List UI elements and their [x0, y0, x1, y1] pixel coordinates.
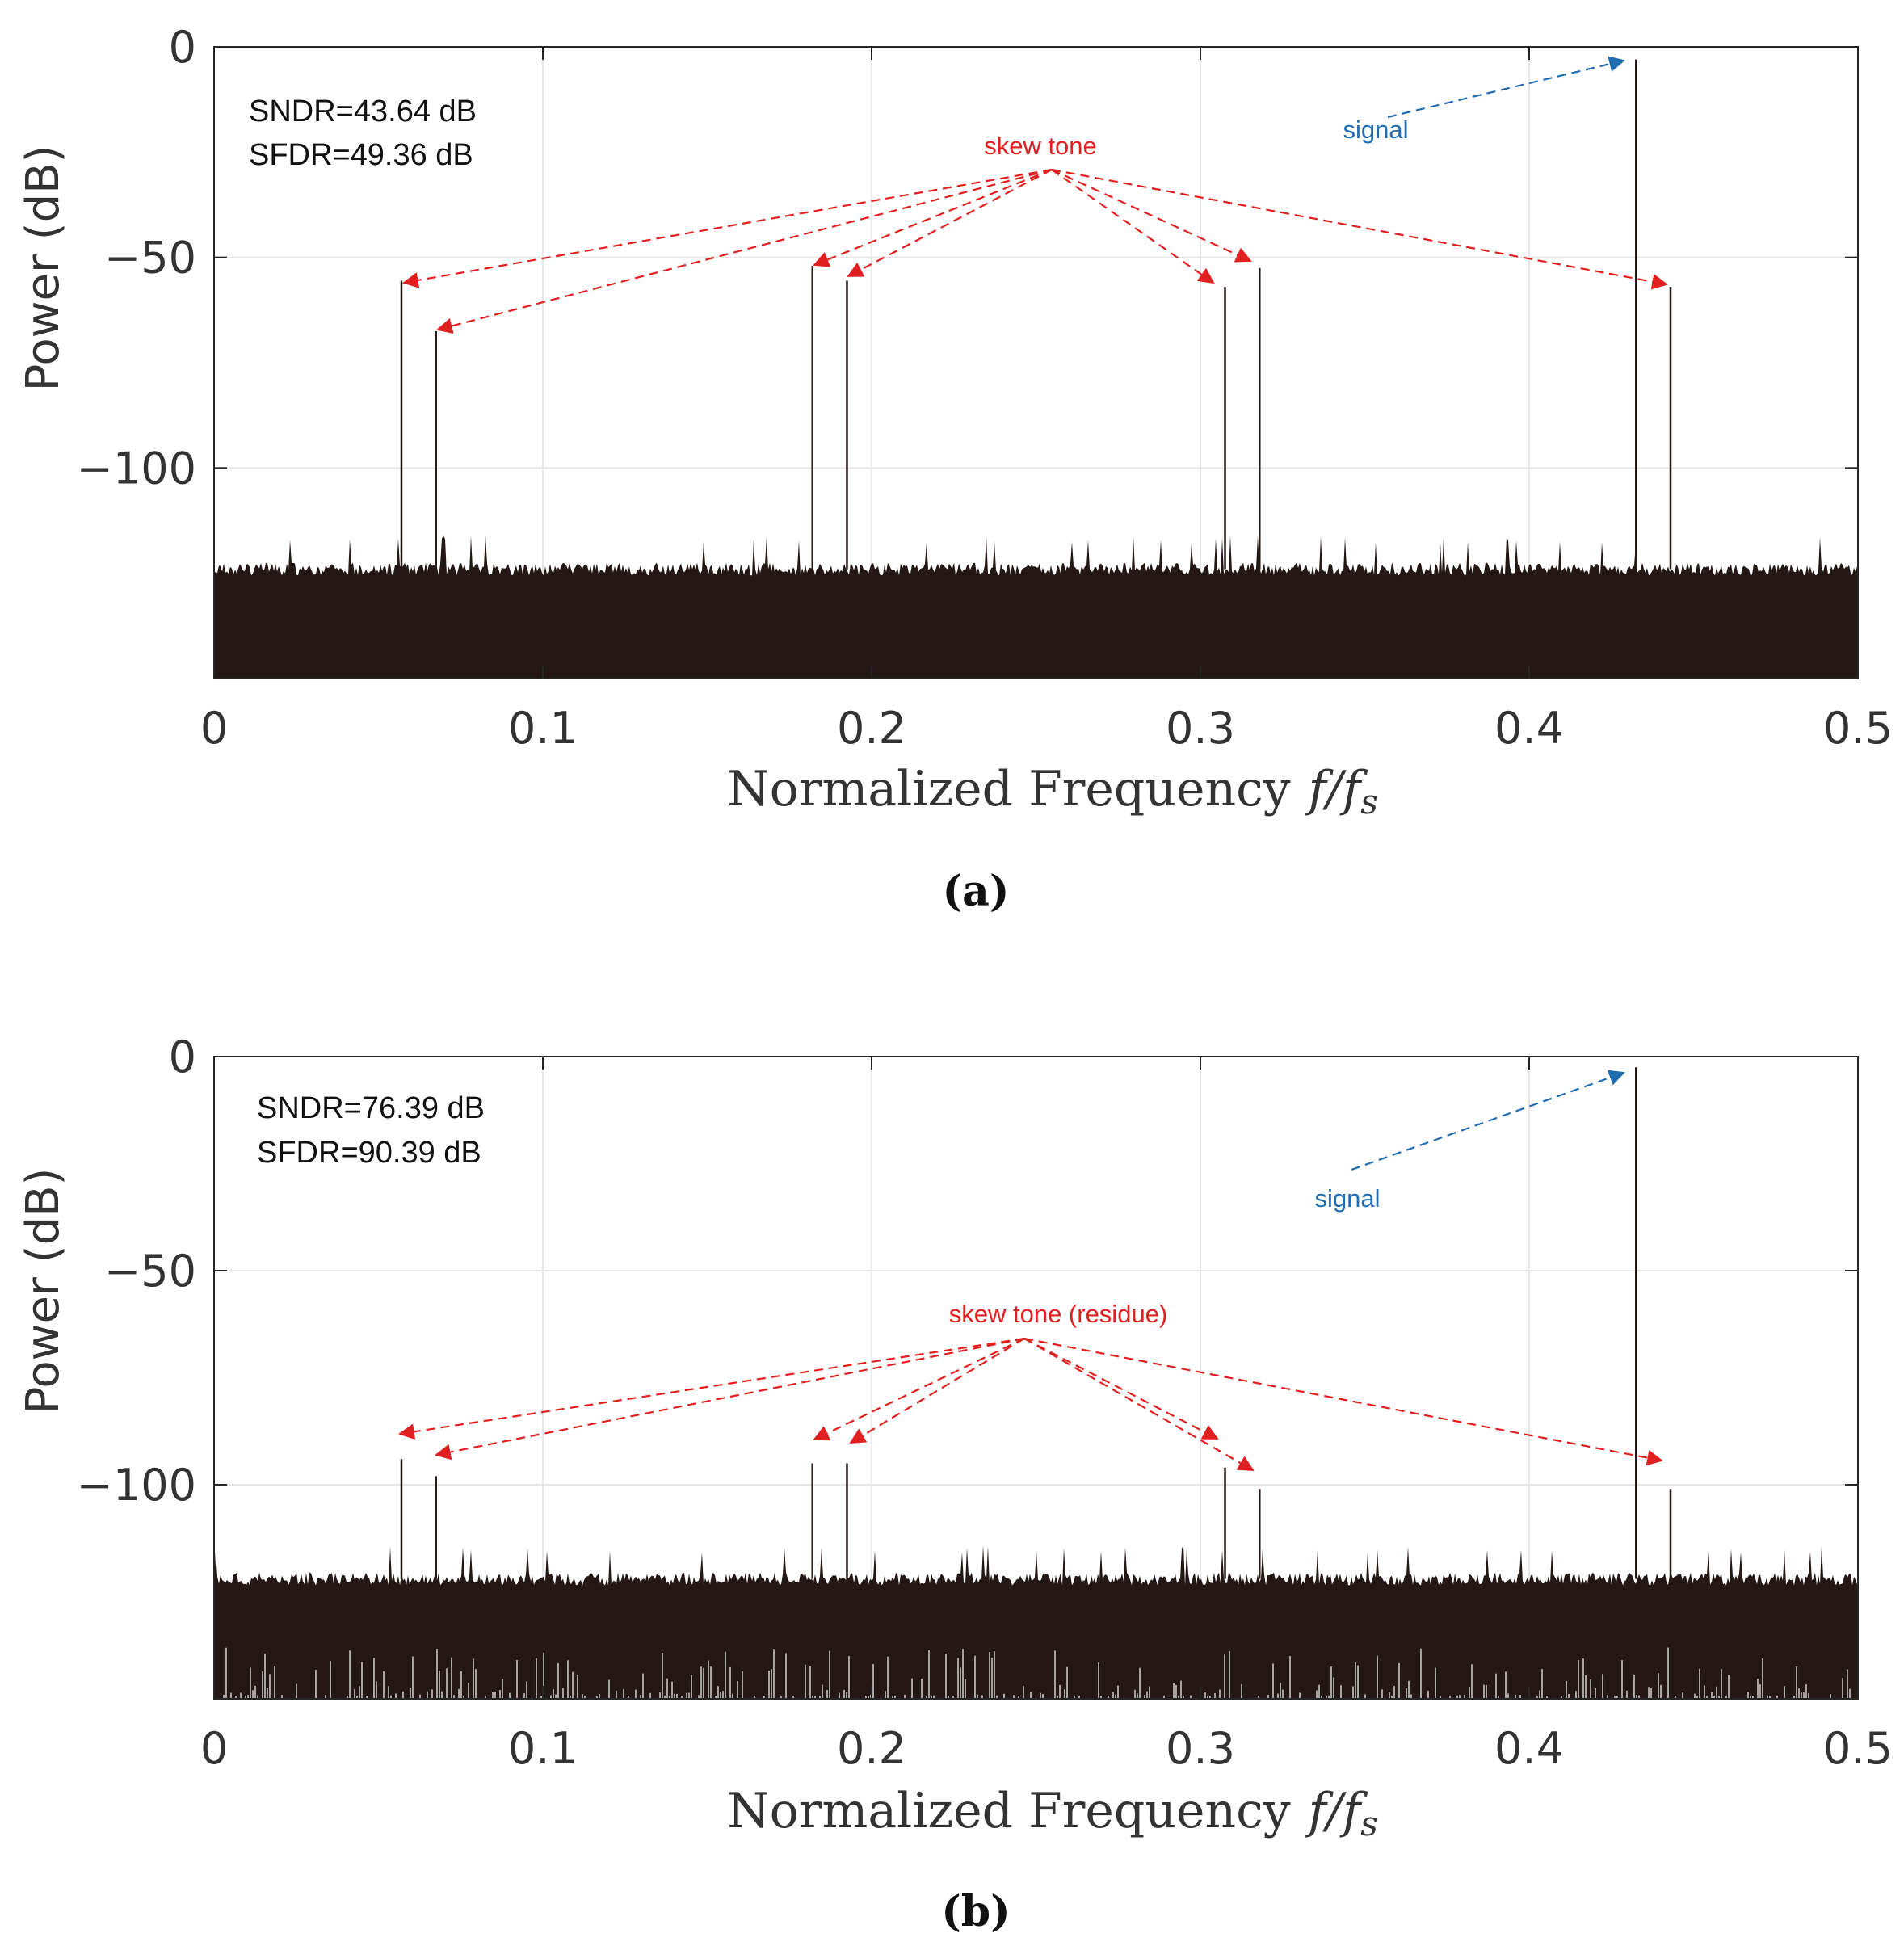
y-axis-label-b: Power (dB) — [17, 1168, 69, 1414]
x-axis-label-math-a: f/f — [1305, 761, 1368, 817]
x-axis-label-sub-a: s — [1360, 782, 1378, 822]
x-axis-label-b: Normalized Frequency f/fs — [727, 1783, 1378, 1843]
skew-tone-arrow — [398, 1337, 1025, 1440]
signal-arrow-b — [1351, 1070, 1625, 1171]
noise-floor-a — [214, 535, 1858, 679]
x-axis-label-text-a: Normalized Frequency — [727, 761, 1291, 817]
y-tick-label: −50 — [104, 1246, 196, 1297]
skew-tone-arrow — [849, 1338, 1025, 1444]
x-axis-label-a: Normalized Frequency f/fs — [727, 761, 1378, 822]
skew-tone-arrow — [813, 1338, 1025, 1441]
x-tick-label: 0.4 — [1494, 1723, 1564, 1774]
plot-frame-b — [213, 1056, 1859, 1700]
skew-tone-arrow — [847, 169, 1053, 277]
skew-arrows-a — [402, 168, 1668, 334]
skew-tone-arrow — [813, 168, 1053, 267]
signal-arrow-line — [1351, 1070, 1625, 1171]
x-axis-label-math-b: f/f — [1305, 1783, 1368, 1839]
x-tick-label: 0.1 — [508, 703, 578, 754]
y-tick-label: −100 — [77, 443, 196, 494]
skew-tone-arrow — [1051, 169, 1252, 263]
x-tick-label: 0.3 — [1166, 703, 1235, 754]
x-tick-label: 0.5 — [1823, 1723, 1893, 1774]
skew-tone-arrow — [1051, 169, 1215, 284]
x-tick-label: 0.5 — [1823, 703, 1893, 754]
noise-band — [214, 535, 1858, 679]
skew-tone-arrow — [1023, 1337, 1663, 1466]
x-tick-label: 0.2 — [837, 703, 906, 754]
x-tick-label: 0.2 — [837, 1723, 906, 1774]
sndr-text-a: SNDR=43.64 dB — [249, 95, 477, 128]
skew-tone-arrow — [1051, 168, 1668, 290]
panel-b: 0 0.1 0.2 0.3 0.4 0.5 0 −50 −100 Power (dB) Norm… — [17, 1032, 1893, 1936]
y-tick-label: 0 — [169, 22, 196, 73]
panel-a: 0 0.1 0.2 0.3 0.4 0.5 0 −50 −100 Power (dB) Norm… — [17, 22, 1893, 916]
x-axis-label-sub-b: s — [1360, 1804, 1378, 1843]
skew-tone-arrow — [1023, 1338, 1219, 1440]
skew-tone-label-b: skew tone (residue) — [949, 1300, 1168, 1328]
noise-floor-b — [214, 1545, 1858, 1699]
sndr-text-b: SNDR=76.39 dB — [257, 1091, 485, 1125]
axis-ticks-b: 0 0.1 0.2 0.3 0.4 0.5 0 −50 −100 — [77, 1032, 1893, 1774]
signal-label-a: signal — [1343, 116, 1409, 144]
x-axis-label-text-b: Normalized Frequency — [727, 1783, 1291, 1839]
y-tick-label: 0 — [169, 1032, 196, 1082]
x-tick-label: 0 — [200, 1723, 228, 1774]
skew-tone-label-a: skew tone — [984, 132, 1097, 160]
skew-arrows-b — [398, 1337, 1663, 1471]
noise-band — [214, 1545, 1858, 1699]
y-axis-label-a: Power (dB) — [17, 145, 69, 392]
peaks-b — [400, 1067, 1672, 1579]
caption-a: (a) — [943, 867, 1010, 916]
x-tick-label: 0.3 — [1166, 1723, 1235, 1774]
y-tick-label: −50 — [104, 233, 196, 284]
skew-tone-arrow — [1023, 1338, 1255, 1471]
signal-label-b: signal — [1315, 1184, 1381, 1213]
axis-ticks-a: 0 0.1 0.2 0.3 0.4 0.5 0 −50 −100 — [77, 22, 1893, 754]
y-tick-label: −100 — [77, 1460, 196, 1511]
skew-tone-arrow — [435, 1337, 1025, 1461]
x-tick-label: 0.1 — [508, 1723, 578, 1774]
caption-b: (b) — [941, 1887, 1011, 1936]
peaks-a — [400, 59, 1672, 570]
sfdr-text-a: SFDR=49.36 dB — [249, 138, 473, 172]
x-tick-label: 0.4 — [1494, 703, 1564, 754]
x-tick-label: 0 — [200, 703, 228, 754]
sfdr-text-b: SFDR=90.39 dB — [257, 1136, 481, 1170]
signal-arrow-a — [1387, 56, 1625, 119]
skew-tone-arrow — [402, 168, 1053, 288]
plot-frame-a — [213, 46, 1859, 679]
signal-arrow-line — [1387, 56, 1625, 119]
skew-tone-arrow — [436, 168, 1053, 334]
